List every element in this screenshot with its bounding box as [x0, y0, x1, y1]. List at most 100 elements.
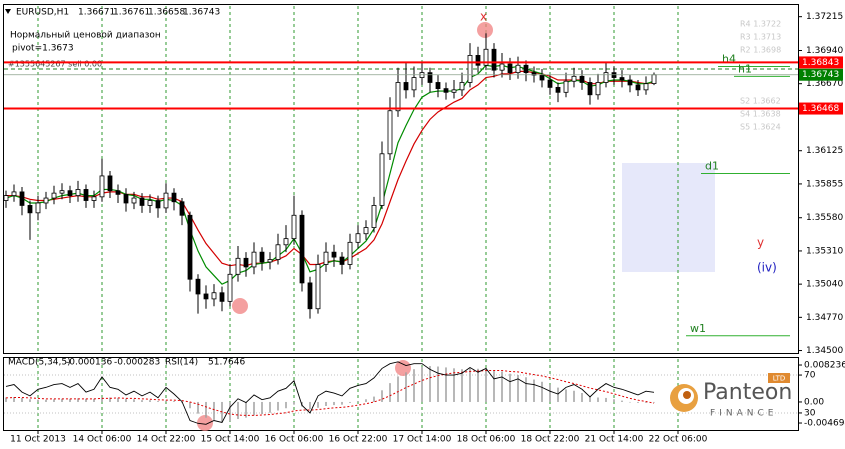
macd-bar — [317, 401, 319, 408]
candle-body — [275, 244, 281, 260]
pivot-label: h4 — [722, 52, 736, 65]
indicator-value: -0.000136 — [66, 358, 112, 368]
candle-body — [507, 63, 513, 74]
y-tick-label: 1.34770 — [806, 313, 843, 323]
candle-body — [515, 64, 521, 74]
macd-bar — [637, 401, 639, 403]
candle-body — [587, 82, 593, 96]
macd-bar — [477, 368, 479, 402]
macd-bar — [69, 398, 71, 402]
y2-tick-label: 30 — [804, 408, 816, 418]
macd-bar — [37, 399, 39, 402]
pivot-label: w1 — [690, 322, 706, 335]
macd-bar — [197, 401, 199, 414]
macd-bar — [277, 401, 279, 411]
macd-bar — [293, 401, 295, 405]
macd-bar — [237, 401, 239, 420]
annotation-markers — [197, 22, 493, 431]
macd-bar — [269, 401, 271, 413]
candle-body — [107, 175, 113, 192]
macd-bar — [389, 383, 391, 402]
candle-body — [499, 63, 505, 71]
marker-circle — [477, 22, 493, 38]
macd-bar — [509, 373, 511, 402]
macd-bar — [101, 397, 103, 402]
macd-bar — [613, 399, 615, 402]
macd-bar — [501, 371, 503, 402]
candle-body — [267, 259, 273, 263]
macd-bar — [333, 401, 335, 406]
candle-body — [323, 251, 329, 265]
symbol: EURUSD,H1 — [16, 8, 69, 18]
candle-body — [59, 190, 65, 194]
order-label: #1355645267 sell 0.00 — [8, 59, 102, 68]
candle-body — [259, 251, 265, 263]
macd-bar — [93, 398, 95, 402]
candle-body — [555, 86, 561, 93]
macd-bar — [117, 397, 119, 402]
y-tick-label: 0.008236 — [804, 361, 845, 371]
macd-bar — [245, 401, 247, 418]
logo: LTD Panteon FINANCE — [670, 373, 792, 419]
candle-body — [435, 82, 441, 90]
macd-bar — [557, 387, 559, 402]
candle-body — [363, 227, 369, 235]
y-tick-label: 0.00 — [804, 397, 824, 407]
macd-bar — [461, 369, 463, 402]
price-box — [799, 102, 843, 115]
macd-bar — [517, 375, 519, 402]
macd-bar — [45, 399, 47, 402]
macd-bar — [85, 398, 87, 402]
candle-body — [179, 201, 185, 216]
candle-body — [331, 251, 337, 258]
ohlc-low: 1.36658 — [148, 8, 185, 18]
x-tick-label: 11 Oct 2013 — [10, 435, 66, 445]
macd-bar — [597, 397, 599, 402]
candle-body — [403, 82, 409, 91]
macd-bar — [149, 400, 151, 402]
macd-bar — [357, 401, 359, 402]
macd-bar — [453, 368, 455, 402]
candle-body — [27, 205, 33, 214]
candle-body — [131, 197, 137, 204]
candle-body — [411, 77, 417, 91]
ohlc-close: 1.36743 — [183, 8, 220, 18]
macd-bar — [5, 397, 7, 402]
macd-bar — [573, 390, 575, 402]
macd-bar — [341, 401, 343, 405]
candle-body — [467, 55, 473, 83]
zone-rectangle — [622, 163, 715, 272]
candle-body — [427, 72, 433, 83]
macd-bar — [141, 400, 143, 402]
indicator-pane-frame — [3, 357, 799, 431]
pivot-note: R3 1.3713 — [740, 33, 781, 42]
x-tick-label: 21 Oct 14:00 — [585, 435, 644, 445]
candle-body — [195, 278, 201, 295]
candle-body — [571, 75, 577, 82]
macd-bar — [549, 384, 551, 402]
indicator-label: RSI(14) — [165, 358, 198, 368]
candle-body — [387, 110, 393, 155]
candle-body — [443, 88, 449, 93]
y-tick-label: 1.35855 — [806, 179, 843, 189]
candle-body — [211, 292, 217, 300]
macd-bar — [213, 401, 215, 420]
candle-body — [11, 191, 17, 197]
candle-body — [251, 251, 257, 268]
macd-bar — [581, 392, 583, 402]
macd-bar — [565, 389, 567, 402]
candle-body — [283, 238, 289, 246]
macd-bar — [21, 397, 23, 402]
macd-bar — [189, 401, 191, 409]
candle-body — [19, 191, 25, 206]
candle-body — [579, 75, 585, 83]
macd-bar — [109, 397, 111, 402]
marker-circle — [197, 415, 213, 431]
macd-bar — [621, 400, 623, 402]
macd-bar — [437, 366, 439, 402]
candle-body — [75, 189, 81, 197]
macd-bar — [589, 396, 591, 402]
candle-body — [627, 79, 633, 86]
pivot-note: S4 1.3638 — [740, 110, 781, 119]
candle-body — [171, 192, 177, 203]
